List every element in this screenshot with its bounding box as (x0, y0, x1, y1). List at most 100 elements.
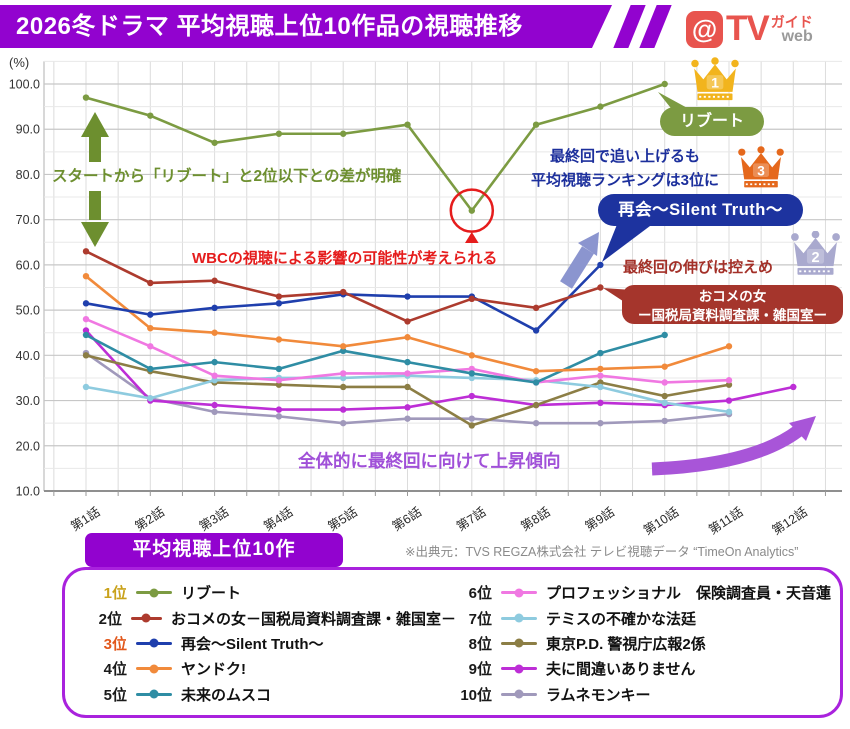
series-marker-icon (136, 638, 172, 648)
legend-rank: 10位 (460, 686, 492, 704)
series-point-6位 (340, 370, 347, 377)
series-point-3位 (275, 300, 283, 307)
y-tick-label: 10.0 (16, 484, 40, 498)
y-tick-label: 90.0 (16, 123, 40, 137)
red-pointer-triangle-icon (465, 232, 479, 243)
series-point-7位 (725, 408, 733, 416)
legend-rank: 7位 (468, 610, 492, 628)
series-point-9位 (82, 327, 90, 334)
series-point-6位 (597, 372, 604, 379)
legend-rank: 9位 (468, 661, 492, 679)
series-line-6位 (85, 317, 730, 384)
series-point-7位 (661, 399, 668, 407)
legend-title-box: 平均視聴上位10作 (85, 533, 343, 567)
series-point-8位 (82, 352, 90, 359)
series-point-10位 (211, 408, 218, 416)
legend-rank: 4位 (103, 661, 127, 679)
series-point-8位 (147, 367, 154, 375)
source-note: ※出典元：TVS REGZA株式会社 テレビ視聴データ “TimeOn Anal… (405, 545, 799, 559)
series-point-2位 (275, 293, 283, 300)
legend-rank: 1位 (103, 585, 127, 603)
crown-rank2-icon: 2 (791, 231, 840, 275)
series-point-1位 (82, 94, 90, 101)
series-point-3位 (597, 261, 604, 269)
annotation-overall-trend: 全体的に最終回に向けて上昇傾向 (298, 451, 561, 471)
x-tick-label: 第4話 (261, 504, 296, 534)
series-point-10位 (340, 419, 347, 427)
series-point-9位 (468, 392, 475, 400)
series-point-3位 (532, 327, 540, 334)
series-line-9位 (85, 329, 794, 411)
crown-rank3-icon: 3 (738, 146, 784, 188)
legend-label: リブート (181, 585, 242, 603)
annotation-final-push-line2: 平均視聴ランキングは3位に (531, 172, 719, 189)
callout-okome-line1: おコメの女 (698, 289, 767, 304)
legend-item: 5位 未来のムスコ (91, 682, 456, 707)
series-point-2位 (532, 304, 540, 312)
legend-label: おコメの女－国税局資料調査課・雑国室－ (170, 610, 456, 628)
series-point-2位 (468, 295, 475, 303)
series-marker-icon (501, 664, 537, 674)
series-point-4位 (82, 272, 90, 280)
series-point-2位 (597, 284, 604, 291)
series-point-10位 (725, 410, 733, 418)
series-point-3位 (340, 291, 347, 298)
legend-item: 1位 リブート (91, 580, 456, 605)
series-point-7位 (82, 383, 90, 391)
series-point-9位 (661, 401, 668, 409)
legend-item: 4位 ヤンドク! (91, 656, 456, 681)
series-point-8位 (404, 383, 411, 391)
logo-guide-text: ガイド (770, 14, 813, 30)
series-line-5位 (85, 333, 666, 384)
series-point-9位 (275, 406, 283, 413)
series-point-4位 (147, 324, 154, 332)
x-tick-label: 第11話 (706, 504, 746, 537)
series-point-6位 (275, 377, 283, 384)
purple-trend-arrow-icon (651, 416, 816, 476)
series-point-6位 (404, 370, 411, 377)
series-point-3位 (82, 300, 90, 307)
series-point-4位 (597, 365, 604, 373)
annotation-final-push-line1: 最終回で追い上げるも (549, 148, 700, 165)
crown-rank1-number: 1 (711, 76, 719, 92)
annotation-modest-growth: 最終回の伸びは控えめ (623, 259, 774, 276)
series-marker-icon (136, 689, 172, 699)
series-point-9位 (597, 399, 604, 407)
x-tick-label: 第8話 (518, 504, 553, 534)
series-point-7位 (147, 395, 154, 402)
series-point-1位 (147, 112, 154, 119)
legend-panel: 1位 リブート 2位 おコメの女－国税局資料調査課・雑国室－ 3位 再会〜Sil… (62, 567, 843, 718)
series-point-8位 (211, 379, 218, 386)
series-point-1位 (532, 121, 540, 128)
legend-item: 2位 おコメの女－国税局資料調査課・雑国室－ (91, 605, 456, 630)
series-marker-icon (501, 638, 537, 648)
series-point-5位 (211, 358, 218, 366)
series-point-8位 (661, 392, 668, 400)
series-marker-icon (501, 613, 537, 623)
title-bar: 2026冬ドラマ 平均視聴上位10作品の視聴推移 (0, 5, 612, 48)
series-point-7位 (404, 372, 411, 379)
series-line-10位 (85, 352, 730, 425)
series-marker-icon (501, 588, 537, 598)
series-point-4位 (532, 367, 540, 375)
y-tick-label: 30.0 (16, 394, 40, 408)
series-point-3位 (468, 293, 475, 300)
series-point-10位 (661, 417, 668, 425)
series-point-2位 (340, 288, 347, 296)
series-marker-icon (130, 613, 162, 623)
series-point-8位 (340, 383, 347, 391)
x-tick-label: 第3話 (196, 504, 231, 534)
legend-rank: 2位 (98, 610, 122, 628)
series-marker-icon (501, 689, 537, 699)
series-point-4位 (340, 343, 347, 350)
series-point-8位 (725, 381, 733, 388)
legend-label: ヤンドク! (181, 661, 246, 679)
series-point-8位 (275, 381, 283, 388)
x-tick-label: 第9話 (582, 504, 617, 534)
x-tick-label: 第6話 (389, 504, 424, 534)
series-point-5位 (275, 365, 283, 373)
series-point-2位 (211, 277, 218, 284)
logo-web-text: web (781, 28, 813, 45)
series-point-3位 (211, 304, 218, 312)
